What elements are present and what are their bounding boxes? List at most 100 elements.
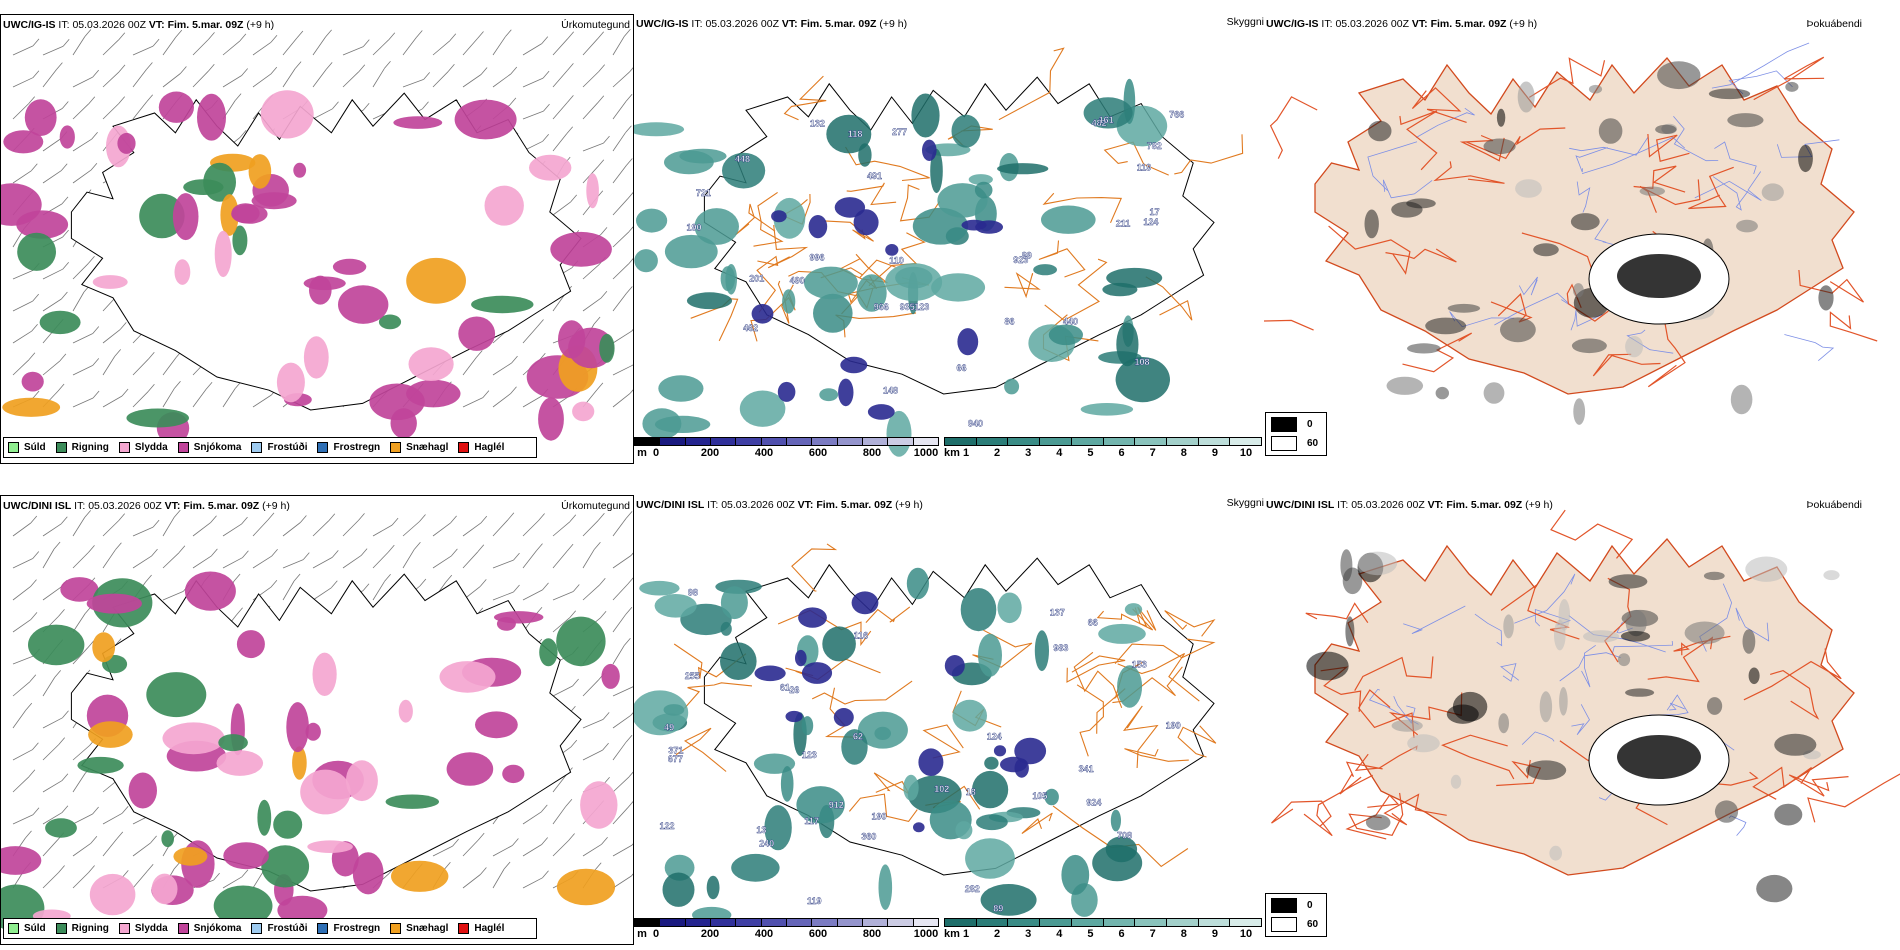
wind-barb-feather: [118, 513, 126, 521]
low-ceiling-area: [913, 822, 925, 833]
wind-barb-feather: [88, 865, 95, 873]
wind-barb: [42, 717, 63, 729]
precip-area: [378, 314, 402, 330]
fog-indicator-area: [1608, 574, 1648, 589]
wind-barb-feather: [61, 773, 69, 781]
fog-area: [952, 699, 987, 732]
wind-barb-feather: [628, 226, 633, 233]
wind-barb: [42, 872, 59, 889]
fog-area: [951, 114, 981, 148]
precip-area: [214, 230, 232, 278]
fog-indicator-area: [1503, 614, 1514, 639]
ceiling-value-label: 966: [874, 302, 889, 312]
road: [1269, 96, 1318, 159]
wind-barb: [342, 71, 360, 88]
ceiling-value-label: 240: [759, 838, 774, 848]
ceiling-value-label: 119: [807, 896, 822, 906]
fog-indicator-area: [1798, 144, 1813, 173]
fog-indicator-area: [1407, 343, 1441, 354]
wind-barb-feather: [30, 163, 38, 172]
fog-area: [906, 567, 929, 600]
ceiling-value-label: 161: [1099, 115, 1114, 125]
precip-area: [292, 746, 307, 780]
legend-swatch: [458, 923, 470, 934]
precip-area: [293, 162, 307, 178]
precip-area: [309, 275, 332, 305]
cloud-legend-label: 60: [1307, 438, 1319, 449]
ceiling-value-label: 782: [1147, 141, 1162, 151]
fog-area: [984, 756, 999, 770]
colorbar-segment: [1166, 438, 1199, 445]
fog-indicator-area: [1714, 800, 1739, 823]
wind-barb-feather: [565, 798, 573, 807]
colorbar-segment: [635, 919, 661, 926]
wind-barb-feather: [118, 64, 126, 73]
wind-barb-feather: [211, 548, 218, 557]
ceiling-labels: 721 482 440 491 123 108 190 119 124 118 277 462 86 96…: [686, 109, 1184, 429]
road: [1829, 311, 1878, 342]
wind-barb-feather: [625, 158, 633, 166]
wind-barb: [522, 589, 543, 601]
wind-barb-feather: [294, 61, 302, 69]
fog-indicator-area: [1761, 183, 1784, 201]
wind-barb: [612, 364, 633, 376]
wind-barb-feather: [568, 833, 575, 841]
precip-area: [146, 672, 207, 718]
road: [1174, 134, 1244, 175]
wind-barb: [552, 70, 568, 88]
ceiling-value-label: 89: [993, 904, 1003, 914]
ceiling-value-label: 13: [756, 825, 766, 835]
river: [1521, 731, 1555, 745]
precip-area: [236, 630, 265, 659]
wind-barb: [552, 102, 568, 120]
wind-barb-feather: [174, 380, 181, 389]
wind-barb-feather: [87, 640, 95, 648]
precip-area: [307, 840, 353, 853]
wind-barb: [462, 522, 482, 537]
ceiling-value-label: 62: [853, 731, 863, 741]
panel-title: Úrkomutegund: [561, 19, 630, 31]
wind-barb: [582, 679, 599, 697]
wind-barb: [132, 69, 147, 88]
precip-panel-bottom: UWC/DINI ISL IT: 05.03.2026 00Z VT: Fim.…: [0, 495, 634, 945]
wind-barb: [72, 365, 93, 376]
colorbar-segment: [1198, 919, 1231, 926]
ceiling-value-label: 371: [668, 746, 683, 756]
wind-barb: [582, 719, 604, 729]
wind-barb: [72, 813, 93, 825]
colorbar-segment: [1198, 438, 1231, 445]
road: [1038, 240, 1086, 278]
wind-barb-feather: [25, 702, 33, 711]
wind-barb: [42, 138, 62, 152]
wind-barb: [462, 874, 481, 889]
wind-barb-feather: [503, 861, 511, 870]
road: [673, 643, 747, 679]
road-network: [1264, 56, 1878, 388]
wind-barb: [132, 45, 154, 56]
fog-indicator-area: [1558, 599, 1570, 631]
precip-area: [502, 764, 525, 784]
wind-barb: [162, 387, 175, 408]
wind-barb-feather: [151, 548, 158, 557]
wind-barb: [132, 870, 148, 889]
wind-barb: [432, 555, 452, 569]
colorbar-segment: [812, 919, 838, 926]
wind-barb-feather: [62, 710, 69, 719]
road: [1073, 651, 1123, 708]
road: [1411, 87, 1467, 123]
wind-barb-feather: [241, 869, 249, 878]
colorbar-segment: [862, 919, 889, 926]
fog-indicator-area: [1340, 549, 1353, 582]
river: [1594, 218, 1632, 250]
wind-barb: [12, 522, 32, 537]
legend-swatch: [177, 442, 189, 453]
wind-barb: [492, 519, 509, 537]
wind-barb: [162, 357, 177, 376]
fog-indicator-area: [1386, 376, 1424, 395]
colorbar-segment: [837, 438, 863, 445]
colorbar-segment: [837, 919, 863, 926]
wind-barb-feather: [32, 293, 40, 302]
legend-label: Rigning: [71, 923, 109, 934]
colorbar-tick-label: 8: [1180, 928, 1187, 940]
road: [1328, 225, 1411, 275]
